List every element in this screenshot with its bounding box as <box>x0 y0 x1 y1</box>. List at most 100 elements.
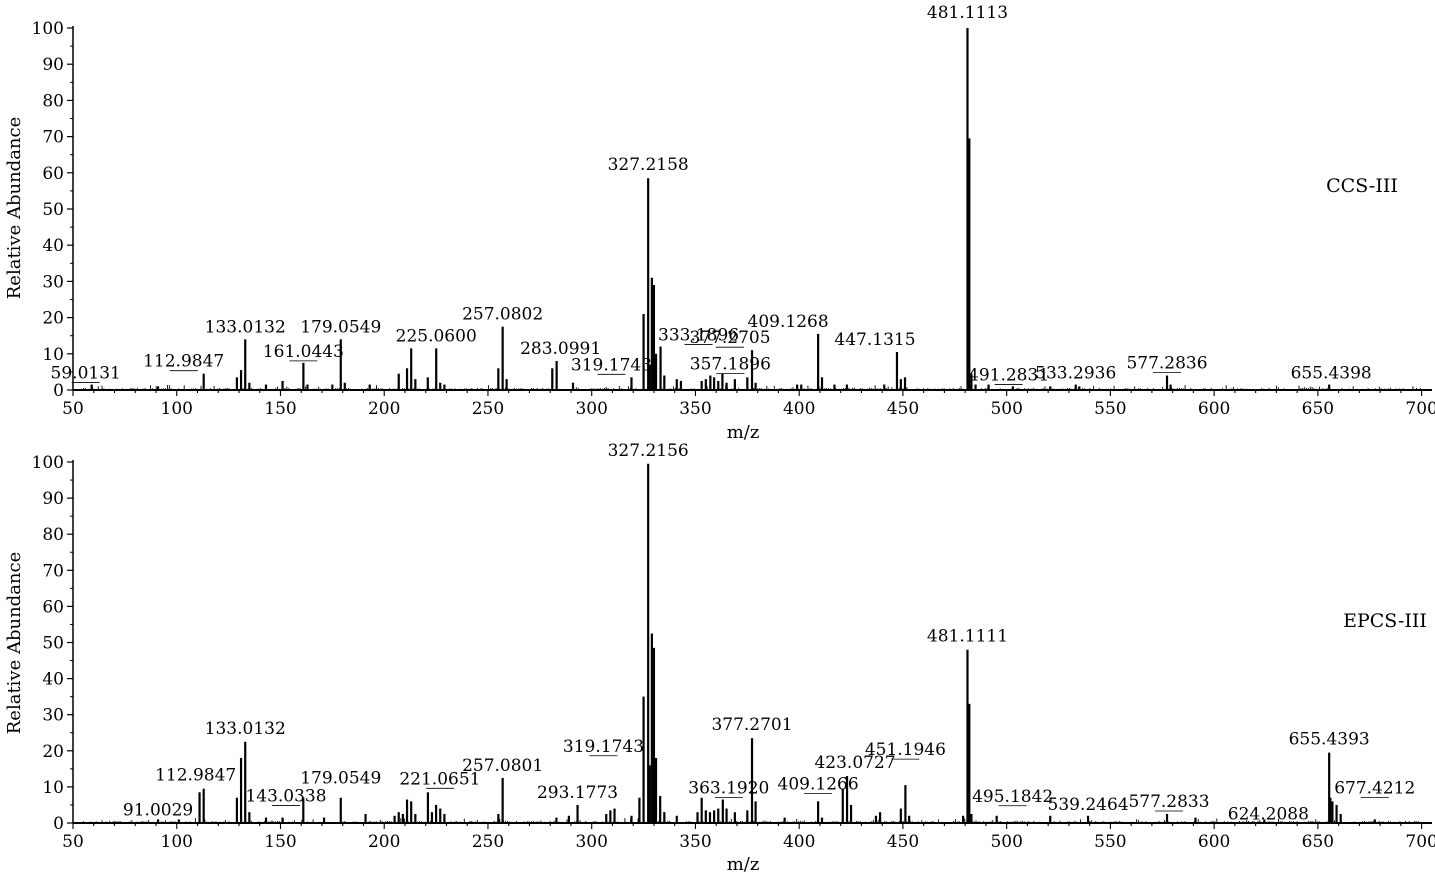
x-tick-label: 600 <box>1198 399 1230 419</box>
peak-label: 655.4393 <box>1289 730 1370 750</box>
x-tick-label: 650 <box>1302 399 1334 419</box>
x-tick-label: 200 <box>368 832 400 852</box>
peak-labels: 59.0131 112.9847 133.0132 161.0443 179.0549 2… <box>51 3 1372 386</box>
peak-label: 112.9847 <box>155 766 236 786</box>
y-tick-label: 70 <box>42 561 64 581</box>
x-tick-label: 300 <box>575 832 607 852</box>
x-tick-label: 50 <box>62 399 84 419</box>
x-tick-label: 500 <box>990 399 1022 419</box>
peak-label: 333.1896 <box>658 326 739 346</box>
x-tick-label: 250 <box>472 399 504 419</box>
x-tick-label: 100 <box>161 832 193 852</box>
x-tick-label: 650 <box>1302 832 1334 852</box>
peak-label: 327.2158 <box>608 155 689 175</box>
spectrum-panel-ccs: Relative Abundance m/z CCS-III 0 10 20 30 40… <box>4 3 1435 443</box>
peak-label: 319.1743 <box>563 737 644 757</box>
x-tick-label: 700 <box>1405 832 1435 852</box>
peak-label: 377.2701 <box>711 715 792 735</box>
peak-label: 179.0549 <box>300 769 381 789</box>
y-tick-label: 100 <box>32 453 64 473</box>
peak-label: 655.4398 <box>1291 364 1372 384</box>
x-axis-title: m/z <box>727 854 760 875</box>
peak-label: 357.1896 <box>690 355 771 375</box>
y-tick-label: 50 <box>42 634 64 654</box>
spectrum-panel-epcs: Relative Abundance m/z EPCS-III 0 10 20 30 4… <box>4 441 1435 875</box>
y-tick-label: 40 <box>42 236 64 256</box>
y-axis-title: Relative Abundance <box>4 117 25 300</box>
peak-label: 423.0727 <box>814 753 895 773</box>
peak-label: 377.2705 <box>689 328 770 348</box>
peak-label: 221.0651 <box>399 769 480 789</box>
peak-label: 491.2831 <box>968 366 1049 386</box>
y-tick-label: 80 <box>42 525 64 545</box>
peak-label: 363.1920 <box>688 779 769 799</box>
y-tick-label: 20 <box>42 742 64 762</box>
y-tick-label: 0 <box>53 381 64 401</box>
peak-label: 257.0801 <box>462 756 543 776</box>
peak-label: 133.0132 <box>205 317 286 337</box>
x-tick-label: 700 <box>1405 399 1435 419</box>
peak-label: 409.1266 <box>778 774 859 794</box>
peak-label: 409.1268 <box>748 312 829 332</box>
peak-label: 624.2088 <box>1228 804 1309 824</box>
x-tick-label: 350 <box>679 399 711 419</box>
x-tick-label: 600 <box>1198 832 1230 852</box>
sample-label: CCS-III <box>1326 175 1398 197</box>
y-tick-label: 60 <box>42 164 64 184</box>
x-tick-label: 450 <box>887 399 919 419</box>
peak-label: 677.4212 <box>1334 778 1415 798</box>
peak-label: 283.0991 <box>520 339 601 359</box>
peak-label: 451.1946 <box>865 740 946 760</box>
peak-label: 179.0549 <box>300 317 381 337</box>
x-tick-label: 100 <box>161 399 193 419</box>
y-tick-label: 60 <box>42 597 64 617</box>
x-axis-title: m/z <box>727 422 760 443</box>
peak-bars <box>90 28 1331 390</box>
y-tick-label: 20 <box>42 309 64 329</box>
y-tick-label: 50 <box>42 200 64 220</box>
axes: 0 10 20 30 40 50 60 70 80 90 100 50 100 150 200 250 300 3… <box>32 453 1435 852</box>
y-tick-label: 90 <box>42 489 64 509</box>
peak-label: 112.9847 <box>143 352 224 372</box>
peak-label: 59.0131 <box>51 364 121 384</box>
x-tick-label: 550 <box>1094 399 1126 419</box>
peak-bars <box>156 463 1376 823</box>
peak-label: 577.2836 <box>1126 354 1207 374</box>
y-tick-label: 30 <box>42 272 64 292</box>
y-tick-label: 40 <box>42 670 64 690</box>
peak-label: 539.2464 <box>1048 795 1129 815</box>
peak-label: 91.0029 <box>123 800 193 820</box>
peak-label: 293.1773 <box>537 783 618 803</box>
x-tick-label: 200 <box>368 399 400 419</box>
peak-label: 481.1111 <box>927 627 1008 647</box>
peak-label: 257.0802 <box>462 305 543 325</box>
y-tick-label: 30 <box>42 706 64 726</box>
y-tick-label: 80 <box>42 91 64 111</box>
y-tick-label: 10 <box>42 345 64 365</box>
x-tick-label: 500 <box>990 832 1022 852</box>
peak-label: 133.0132 <box>205 719 286 739</box>
peak-label: 533.2936 <box>1035 364 1116 384</box>
y-tick-label: 10 <box>42 778 64 798</box>
x-tick-label: 400 <box>783 832 815 852</box>
x-tick-label: 250 <box>472 832 504 852</box>
peak-label: 481.1113 <box>927 3 1008 23</box>
peak-label: 319.1743 <box>571 355 652 375</box>
x-tick-label: 350 <box>679 832 711 852</box>
peak-label: 495.1842 <box>972 787 1053 807</box>
peak-label: 161.0443 <box>263 342 344 362</box>
x-tick-label: 450 <box>887 832 919 852</box>
peak-label: 225.0600 <box>396 326 477 346</box>
x-tick-label: 150 <box>264 399 296 419</box>
x-tick-label: 300 <box>575 399 607 419</box>
x-tick-label: 550 <box>1094 832 1126 852</box>
y-tick-label: 0 <box>53 814 64 834</box>
peak-label: 143.0338 <box>245 787 326 807</box>
x-tick-label: 150 <box>264 832 296 852</box>
x-tick-label: 50 <box>62 832 84 852</box>
sample-label: EPCS-III <box>1343 610 1427 632</box>
y-tick-label: 90 <box>42 55 64 75</box>
axes: 0 10 20 30 40 50 60 70 80 90 100 50 100 150 200 250 300 3… <box>32 19 1435 419</box>
